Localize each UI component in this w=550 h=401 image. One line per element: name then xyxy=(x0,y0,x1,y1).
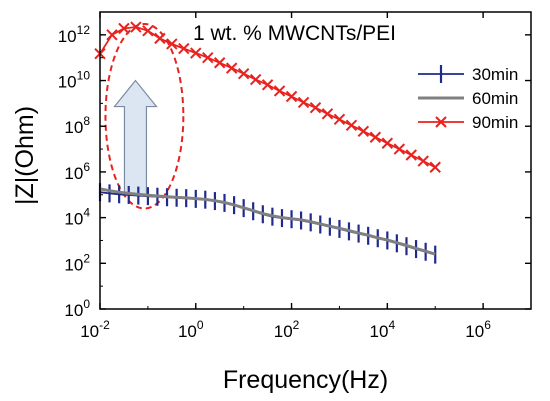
y-axis-title: |Z|(Ohm) xyxy=(11,106,39,205)
data-point xyxy=(357,125,370,138)
y-tick-label: 1012 xyxy=(58,23,91,46)
x-marker-stroke xyxy=(285,90,298,103)
x-marker-stroke xyxy=(106,29,118,41)
data-point xyxy=(154,32,166,45)
legend-item-60min: 60min xyxy=(418,89,518,108)
data-point xyxy=(369,131,382,143)
data-point xyxy=(237,67,250,80)
data-point xyxy=(142,25,154,37)
data-point xyxy=(297,96,310,109)
x-marker-stroke xyxy=(130,21,142,33)
data-point xyxy=(393,143,406,155)
x-marker-stroke xyxy=(166,38,178,50)
data-point xyxy=(333,113,346,126)
data-point xyxy=(225,62,238,74)
x-marker-stroke xyxy=(261,79,274,91)
y-tick-label: 104 xyxy=(64,206,90,229)
x-marker-stroke xyxy=(357,125,370,138)
x-tick-label: 104 xyxy=(370,318,396,341)
x-tick-label: 106 xyxy=(465,318,491,341)
data-point xyxy=(202,51,214,64)
x-marker-stroke xyxy=(393,143,406,155)
data-point xyxy=(381,137,394,149)
data-point xyxy=(214,57,226,69)
x-marker-stroke xyxy=(417,155,429,167)
annotations-layer xyxy=(104,22,185,210)
x-marker-stroke xyxy=(249,73,262,86)
data-point xyxy=(309,101,322,114)
y-tick-label: 108 xyxy=(64,114,90,137)
x-tick-label: 100 xyxy=(178,318,204,341)
y-tick-label: 102 xyxy=(64,251,90,274)
data-point xyxy=(166,38,178,50)
data-point xyxy=(190,47,202,59)
data-point xyxy=(321,108,334,120)
x-axis-title: Frequency(Hz) xyxy=(223,366,388,394)
legend-item-30min: 30min xyxy=(418,65,518,84)
y-axis: 100 102 104 106 108 1010 1012 xyxy=(58,11,531,320)
x-tick-label: 102 xyxy=(274,318,300,341)
data-point xyxy=(285,90,298,103)
data-point xyxy=(345,119,358,131)
x-marker-stroke xyxy=(237,67,250,80)
x-marker-stroke xyxy=(118,22,130,35)
legend-label: 90min xyxy=(472,113,518,132)
legend-label: 60min xyxy=(472,89,518,108)
x-marker-stroke xyxy=(381,137,394,149)
series-60min xyxy=(99,187,436,256)
x-marker-stroke xyxy=(429,161,441,173)
x-marker-stroke xyxy=(333,113,346,126)
x-marker-stroke xyxy=(321,108,334,120)
legend-marker xyxy=(435,116,447,128)
data-point xyxy=(429,161,441,173)
x-marker-stroke xyxy=(202,51,214,64)
x-marker-stroke xyxy=(345,119,358,131)
legend-label: 30min xyxy=(472,65,518,84)
y-tick-label: 100 xyxy=(64,297,90,320)
series-line xyxy=(99,187,436,256)
x-marker-stroke xyxy=(435,116,447,128)
legend-item-90min: 90min xyxy=(418,113,518,132)
data-point xyxy=(249,73,262,86)
x-marker-stroke xyxy=(190,47,202,59)
up-arrow xyxy=(113,79,158,196)
series-line xyxy=(99,191,436,256)
x-marker-stroke xyxy=(178,42,190,55)
series-90min xyxy=(94,21,441,173)
plot-frame xyxy=(99,11,532,310)
x-marker-stroke xyxy=(273,85,286,97)
x-marker-stroke xyxy=(369,131,382,143)
x-marker-stroke xyxy=(154,32,166,45)
x-marker-stroke xyxy=(309,101,322,114)
x-marker-stroke xyxy=(297,96,310,109)
data-point xyxy=(106,29,118,41)
x-marker-stroke xyxy=(214,57,226,69)
x-marker-stroke xyxy=(405,149,417,161)
x-marker-stroke xyxy=(225,62,238,74)
x-marker-stroke xyxy=(142,25,154,37)
data-point xyxy=(178,42,190,55)
series-layer xyxy=(94,21,441,264)
data-point xyxy=(405,149,417,161)
chart-title: 1 wt. % MWCNTs/PEI xyxy=(193,22,396,45)
x-axis: 10-2 100 102 104 106 xyxy=(80,12,532,341)
data-point xyxy=(130,21,142,33)
highlight-ellipse xyxy=(104,22,185,210)
data-point xyxy=(261,79,274,91)
x-tick-label: 10-2 xyxy=(80,318,110,341)
data-point xyxy=(273,85,286,97)
data-point xyxy=(118,22,130,35)
legend: 30min 60min 90min xyxy=(418,65,518,132)
data-point xyxy=(417,155,429,167)
y-tick-label: 106 xyxy=(64,160,90,183)
y-tick-label: 1010 xyxy=(58,69,91,92)
